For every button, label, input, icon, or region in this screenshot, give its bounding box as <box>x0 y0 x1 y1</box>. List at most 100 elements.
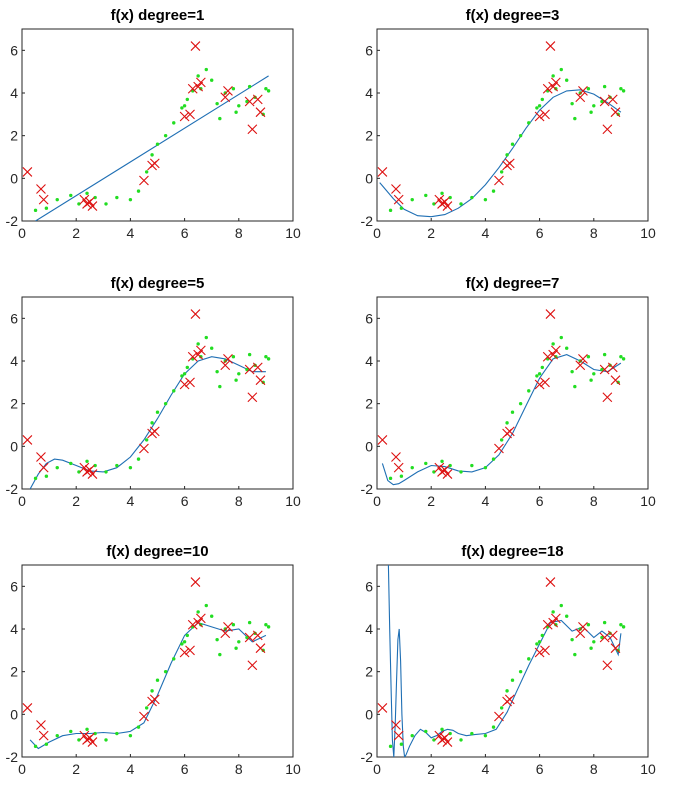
train-point <box>448 463 452 468</box>
x-tick-label: 2 <box>427 225 435 241</box>
train-point <box>573 384 577 389</box>
y-tick-label: 2 <box>10 396 18 412</box>
train-point <box>621 625 626 629</box>
train-point <box>424 461 428 466</box>
axes-frame <box>376 28 649 222</box>
test-point <box>38 194 49 205</box>
fit-line <box>29 621 267 750</box>
train-point <box>69 729 73 734</box>
train-point <box>204 335 208 340</box>
train-point <box>85 727 89 731</box>
test-point <box>79 194 90 205</box>
plot-area <box>22 41 271 221</box>
train-point <box>586 87 591 91</box>
x-tick-label: 6 <box>181 761 189 777</box>
train-point <box>231 623 236 627</box>
y-tick-label: 2 <box>10 664 18 680</box>
x-tick-label: 0 <box>18 493 26 509</box>
train-point <box>540 365 545 370</box>
x-tick-label: 2 <box>72 493 80 509</box>
y-tick-label: -2 <box>361 749 374 765</box>
test-point <box>548 81 559 92</box>
train-point <box>144 438 149 442</box>
test-point <box>255 107 266 118</box>
test-point <box>602 392 613 403</box>
train-point <box>231 87 236 91</box>
train-point <box>518 401 523 406</box>
x-tick-label: 8 <box>590 225 598 241</box>
x-tick-label: 0 <box>18 761 26 777</box>
train-point <box>432 470 436 474</box>
train-point <box>589 110 593 114</box>
test-point <box>550 613 561 624</box>
y-tick-label: 6 <box>10 578 18 594</box>
train-point <box>586 355 591 359</box>
test-point <box>504 426 515 437</box>
test-point <box>391 720 401 730</box>
y-tick-label: -2 <box>361 213 374 229</box>
y-tick-label: 2 <box>365 128 373 144</box>
test-point <box>439 196 450 207</box>
test-point <box>190 309 201 319</box>
train-point <box>537 104 542 108</box>
test-point <box>534 379 545 390</box>
train-point <box>136 189 141 193</box>
train-point <box>128 733 133 738</box>
train-point <box>399 742 404 746</box>
train-point <box>570 369 574 374</box>
train-point <box>505 153 509 157</box>
y-tick-label: 0 <box>365 438 373 454</box>
train-point <box>483 465 488 470</box>
test-point <box>542 619 553 630</box>
train-point <box>424 193 428 198</box>
subplot-title: f(x) degree=18 <box>461 543 563 560</box>
train-point <box>182 640 187 644</box>
train-point <box>136 457 141 461</box>
test-point <box>187 83 198 94</box>
test-point <box>610 643 621 654</box>
train-point <box>559 603 563 608</box>
train-point <box>234 110 238 114</box>
train-point <box>85 191 89 195</box>
train-point <box>527 389 531 393</box>
test-point <box>504 158 515 169</box>
test-point <box>393 194 404 205</box>
train-point <box>535 642 539 646</box>
train-point <box>44 742 49 746</box>
x-tick-label: 2 <box>72 761 80 777</box>
train-point <box>459 470 463 474</box>
train-point <box>172 389 176 393</box>
subplot-title: f(x) degree=3 <box>466 7 560 24</box>
train-point <box>491 189 496 193</box>
x-tick-label: 2 <box>72 225 80 241</box>
train-point <box>388 208 393 213</box>
test-point <box>610 107 621 118</box>
train-point <box>196 74 200 78</box>
test-point <box>607 630 618 641</box>
test-point <box>540 645 550 656</box>
train-point <box>196 342 200 346</box>
plot-area <box>377 309 626 486</box>
test-point <box>391 184 401 194</box>
train-point <box>592 372 596 376</box>
train-point <box>537 372 542 376</box>
train-point <box>128 465 133 470</box>
test-point <box>220 360 231 371</box>
test-point <box>393 730 404 741</box>
x-tick-label: 10 <box>640 761 656 777</box>
train-point <box>483 733 488 738</box>
test-point <box>139 443 149 454</box>
test-point <box>220 92 231 103</box>
train-point <box>410 197 414 202</box>
train-point <box>33 208 38 213</box>
train-point <box>388 476 393 481</box>
y-tick-label: 6 <box>10 310 18 326</box>
test-point <box>578 621 588 632</box>
test-point <box>38 462 49 473</box>
train-point <box>218 652 222 657</box>
train-point <box>440 727 444 731</box>
y-tick-label: 0 <box>10 438 18 454</box>
train-point <box>115 731 119 736</box>
test-point <box>244 96 255 107</box>
